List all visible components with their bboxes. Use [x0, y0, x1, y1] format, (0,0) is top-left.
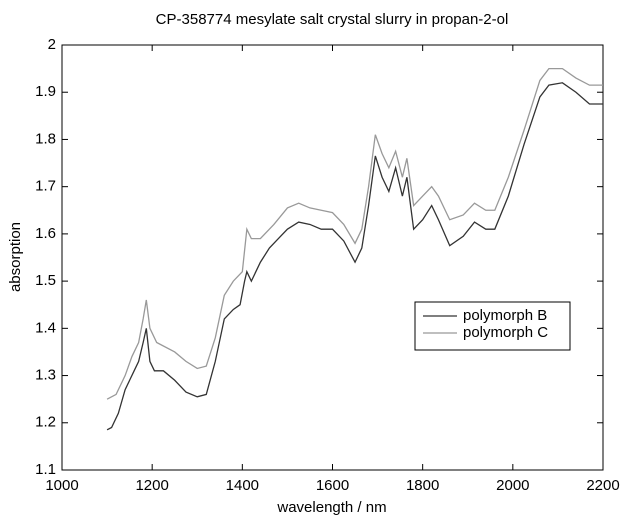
y-tick-label: 1.1 — [35, 461, 56, 478]
legend-label: polymorph B — [463, 307, 547, 324]
chart-title: CP-358774 mesylate salt crystal slurry i… — [156, 11, 509, 28]
x-tick-label: 1600 — [316, 477, 349, 494]
y-tick-label: 1.7 — [35, 178, 56, 195]
legend-label: polymorph C — [463, 324, 548, 341]
x-tick-label: 2200 — [586, 477, 619, 494]
y-tick-label: 1.9 — [35, 83, 56, 100]
x-tick-label: 1400 — [226, 477, 259, 494]
x-tick-label: 1000 — [45, 477, 78, 494]
series-line — [106, 82, 603, 431]
y-tick-label: 1.6 — [35, 225, 56, 242]
y-tick-label: 1.3 — [35, 367, 56, 384]
x-axis-label: wavelength / nm — [276, 499, 386, 516]
series-line — [106, 67, 603, 400]
x-tick-label: 1800 — [406, 477, 439, 494]
y-tick-label: 1.8 — [35, 130, 56, 147]
legend-box — [414, 301, 571, 351]
y-tick-label: 1.4 — [35, 319, 56, 336]
plot-frame — [61, 44, 604, 471]
y-tick-label: 1.5 — [35, 272, 56, 289]
y-tick-label: 2 — [48, 36, 56, 53]
y-axis-label: absorption — [7, 222, 24, 292]
x-tick-label: 2000 — [496, 477, 529, 494]
x-tick-label: 1200 — [135, 477, 168, 494]
y-tick-label: 1.2 — [35, 414, 56, 431]
